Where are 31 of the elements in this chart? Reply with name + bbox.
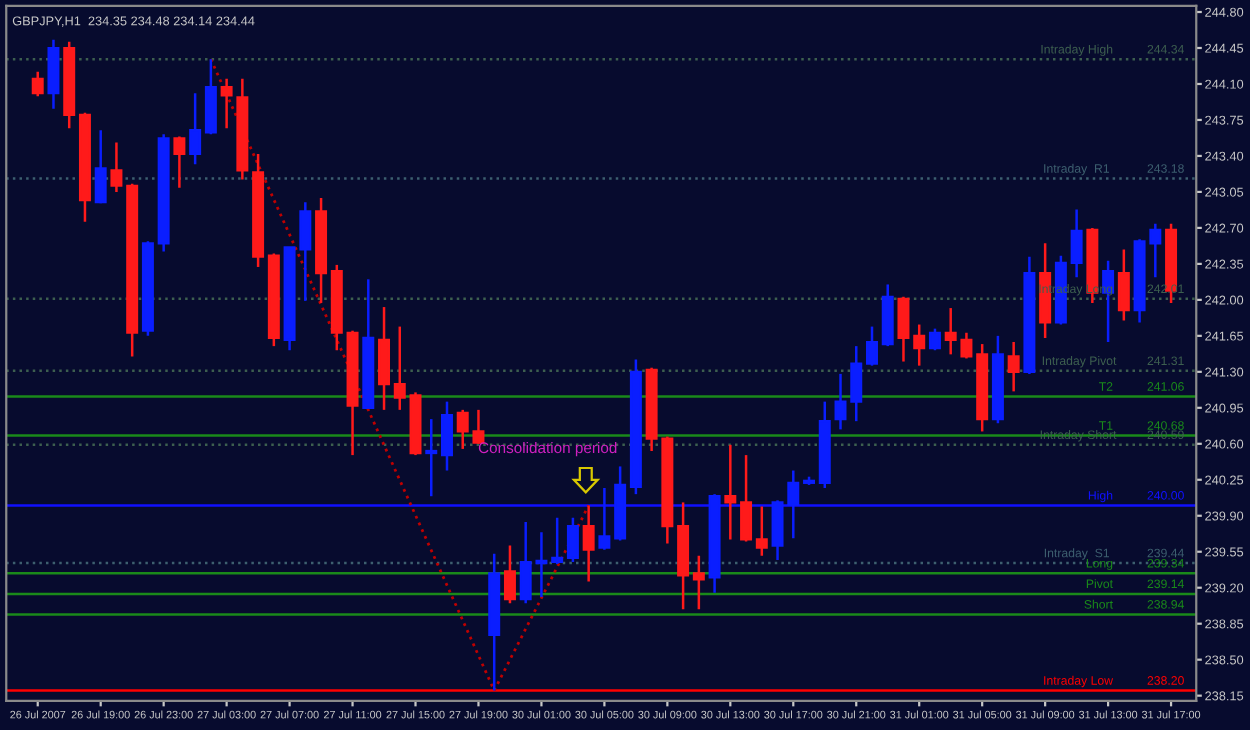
candlestick bbox=[913, 323, 926, 367]
candlestick bbox=[897, 295, 910, 363]
candlestick bbox=[47, 38, 60, 110]
candlestick bbox=[189, 91, 202, 166]
candlestick bbox=[1070, 208, 1083, 279]
candlestick bbox=[850, 344, 863, 423]
candlestick bbox=[866, 325, 878, 367]
candlestick bbox=[393, 325, 406, 412]
candlestick bbox=[566, 516, 579, 564]
candlestick bbox=[31, 70, 44, 98]
candlestick bbox=[692, 554, 705, 611]
candlestick bbox=[173, 135, 186, 190]
candlestick bbox=[378, 305, 391, 412]
candlestick bbox=[881, 283, 894, 348]
candlestick bbox=[1007, 340, 1020, 393]
candlestick bbox=[441, 400, 453, 472]
candlestick bbox=[551, 516, 564, 566]
candlestick bbox=[582, 504, 595, 583]
candlestick bbox=[755, 505, 768, 558]
candlestick bbox=[740, 453, 753, 543]
candlestick bbox=[94, 128, 107, 205]
candlestick bbox=[724, 443, 737, 541]
candlestick bbox=[1117, 248, 1130, 322]
candlestick bbox=[204, 58, 217, 136]
candlestick bbox=[598, 486, 611, 551]
candlestick bbox=[220, 77, 233, 130]
candlestick bbox=[503, 544, 516, 605]
candlestick bbox=[834, 372, 847, 431]
candlestick bbox=[928, 327, 941, 352]
candlestick bbox=[425, 417, 438, 498]
candlestick bbox=[110, 141, 123, 194]
